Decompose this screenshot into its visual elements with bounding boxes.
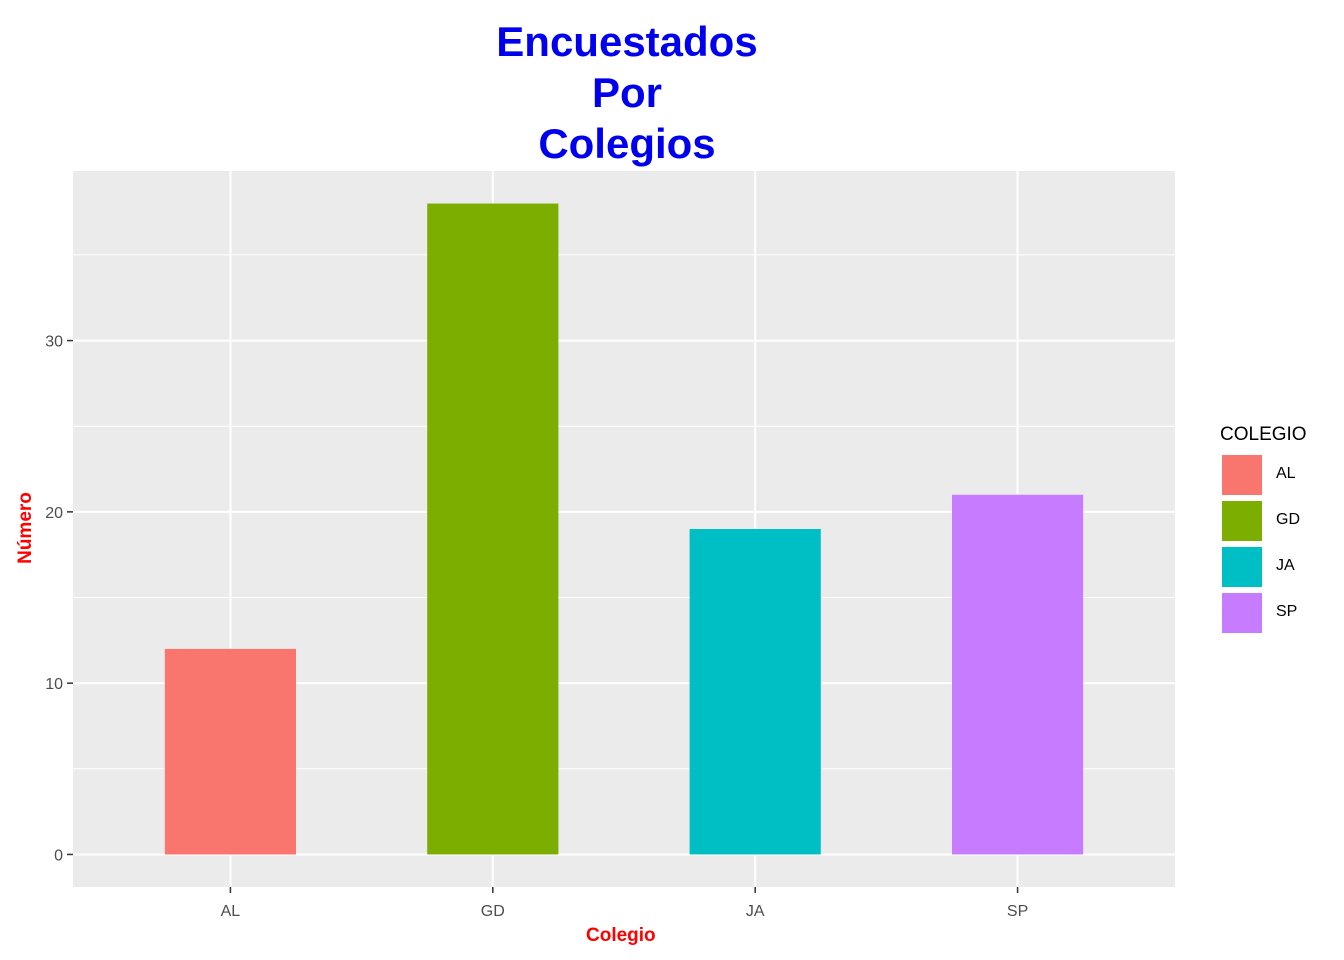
legend-label: JA: [1276, 557, 1295, 574]
legend-title: COLEGIO: [1220, 424, 1307, 445]
chart-title-line-3: Colegios: [538, 120, 716, 167]
legend-key: [1220, 453, 1264, 497]
legend-key: [1220, 499, 1264, 543]
x-axis-title: Colegio: [586, 925, 656, 946]
bar-ja: [689, 529, 821, 855]
legend-item-ja: JA: [1220, 545, 1330, 589]
legend-item-al: AL: [1220, 453, 1330, 497]
y-tick-label: 30: [45, 334, 63, 351]
legend-key: [1220, 591, 1264, 635]
legend-item-sp: SP: [1220, 591, 1330, 635]
legend-key: [1220, 545, 1264, 589]
x-tick-label: GD: [481, 903, 505, 920]
x-tick-label: JA: [746, 903, 765, 920]
y-axis-title: Número: [15, 492, 36, 564]
legend-label: GD: [1276, 511, 1300, 528]
y-tick-label: 0: [54, 847, 63, 864]
chart-title-line-1: Encuestados: [496, 18, 758, 65]
legend-label: AL: [1276, 465, 1296, 482]
bar-sp: [951, 494, 1084, 855]
chart-title-line-2: Por: [591, 69, 662, 116]
x-tick-label: AL: [221, 903, 241, 920]
bar-gd: [427, 203, 559, 855]
y-tick-label: 20: [45, 505, 63, 522]
legend-item-gd: GD: [1220, 499, 1330, 543]
x-tick-label: SP: [1007, 903, 1028, 920]
legend-label: SP: [1276, 603, 1298, 620]
bar-al: [164, 648, 297, 855]
y-tick-label: 10: [45, 676, 63, 693]
